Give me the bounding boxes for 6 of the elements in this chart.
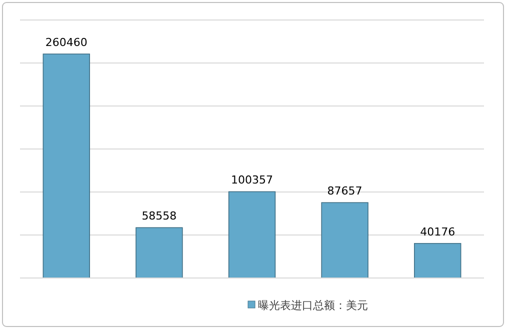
data-label: 58558 (142, 210, 177, 223)
legend-label: 曝光表进口总额：美元 (258, 299, 368, 312)
data-label: 40176 (420, 225, 456, 238)
data-label: 100357 (231, 174, 273, 187)
data-label: 87657 (327, 184, 362, 198)
data-label: 260460 (45, 36, 88, 50)
